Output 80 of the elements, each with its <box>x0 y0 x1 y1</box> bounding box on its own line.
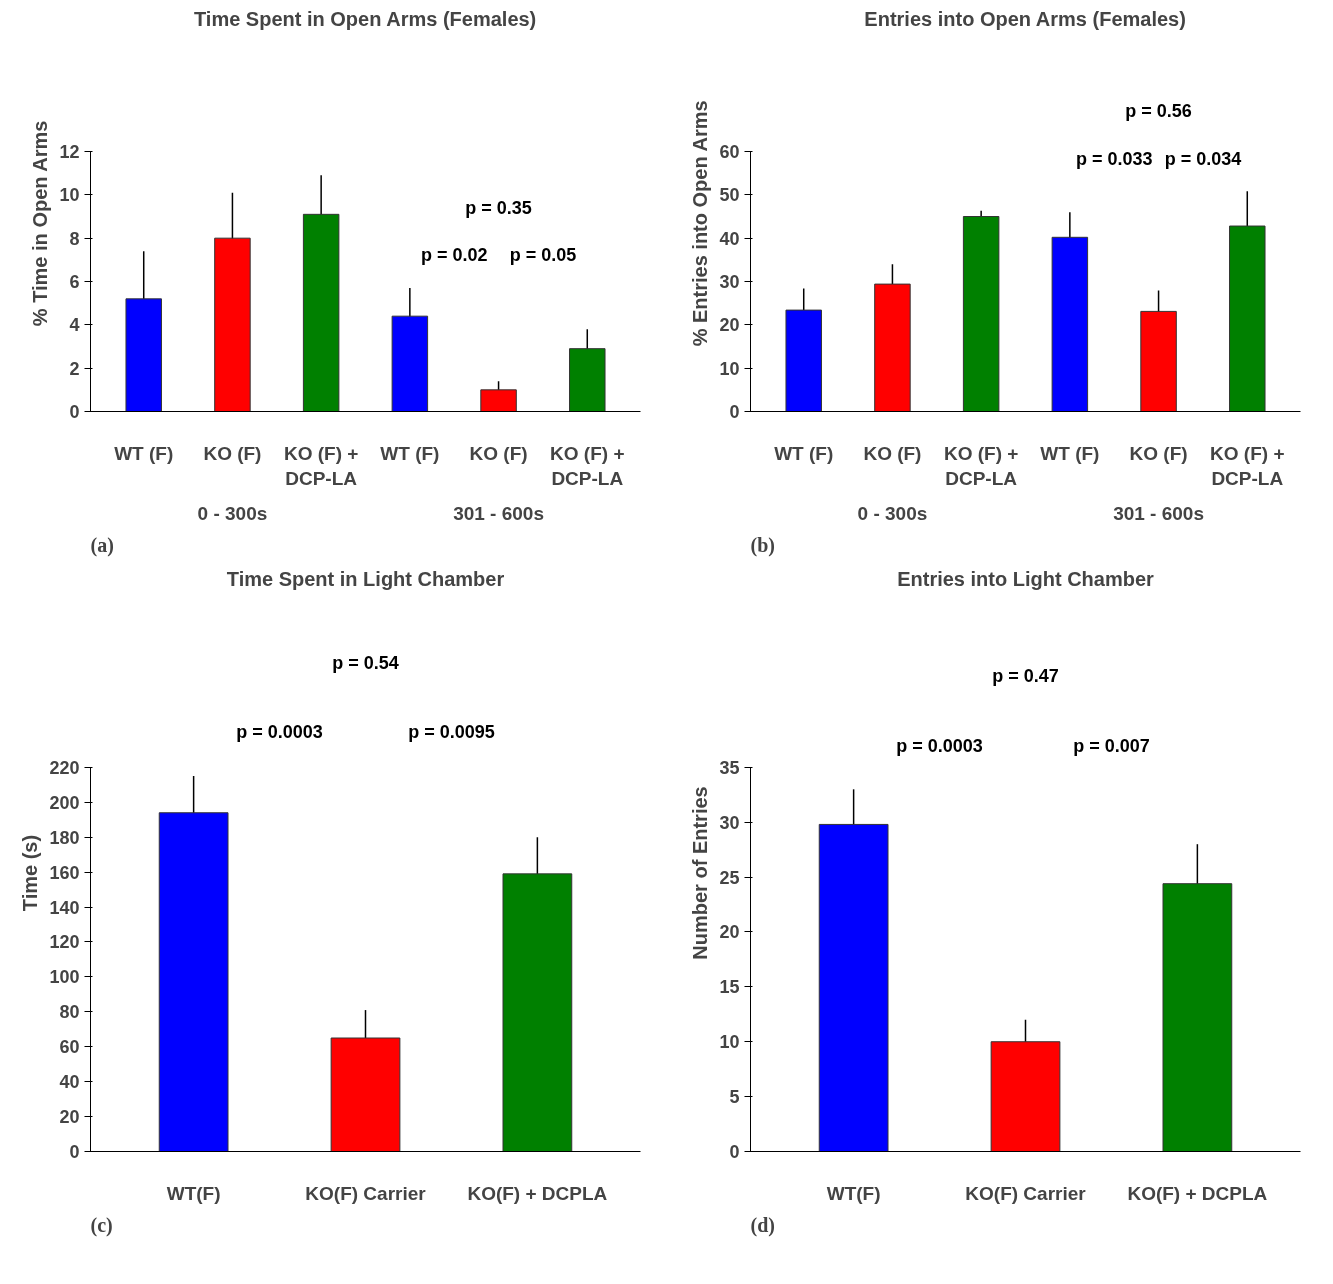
y-tick-label: 0 <box>69 1142 80 1162</box>
text: (b) <box>750 533 775 557</box>
y-tick-label: 0 <box>69 402 80 422</box>
text: 0 - 300s <box>197 502 268 524</box>
y-tick-label: 220 <box>49 757 80 778</box>
text: 0 - 300s <box>857 502 928 524</box>
text: p = 0.0003 <box>236 722 323 743</box>
y-tick-label: 5 <box>729 1087 740 1108</box>
annotation: p = 0.35 <box>465 197 532 218</box>
chart-title: Time Spent in Light Chamber <box>226 567 505 590</box>
text: p = 0.47 <box>992 665 1059 686</box>
x-tick-label: WT (F) <box>774 442 834 464</box>
y-tick-label: 12 <box>59 142 80 162</box>
x-tick-label: WT(F) <box>826 1182 881 1204</box>
text: p = 0.54 <box>332 652 399 673</box>
x-tick-label: KO(F) + DCPLA <box>467 1182 608 1204</box>
x-tick-label: WT (F) <box>380 442 440 464</box>
y-tick-label: 20 <box>719 315 740 336</box>
text: p = 0.0095 <box>408 722 495 743</box>
y-tick-label: 25 <box>719 867 740 888</box>
y-tick-label: 0 <box>729 402 740 422</box>
x-tick-label: KO(F) Carrier <box>965 1182 1087 1204</box>
y-tick-label: 15 <box>719 977 740 998</box>
y-tick-label: 80 <box>59 1002 80 1023</box>
y-axis-title: % Entries into Open Arms <box>689 100 712 347</box>
annotation: p = 0.02 <box>420 245 488 266</box>
text: 301 - 600s <box>1113 502 1204 524</box>
y-axis-title: Time (s) <box>19 834 42 912</box>
chart-title: Entries into Open Arms (Females) <box>864 7 1186 30</box>
y-tick-label: 35 <box>719 757 740 778</box>
x-tick-label: KO(F) + DCPLA <box>1127 1182 1268 1204</box>
text: (a) <box>90 533 114 557</box>
x-tick-label: KO (F) <box>203 442 262 464</box>
chart-title: Time Spent in Open Arms (Females) <box>193 7 537 30</box>
y-axis-title: % Time in Open Arms <box>29 120 52 327</box>
x-tick-label: WT (F) <box>1040 442 1100 464</box>
y-tick-label: 20 <box>719 922 740 943</box>
text: p = 0.56 <box>1125 101 1192 122</box>
y-tick-label: 0 <box>729 1142 740 1162</box>
y-tick-label: 10 <box>59 185 80 206</box>
annotation: p = 0.034 <box>1164 148 1242 169</box>
x-tick-label: KO (F) <box>469 442 528 464</box>
y-tick-label: 50 <box>719 185 740 206</box>
y-tick-label: 160 <box>49 862 80 883</box>
text: p = 0.007 <box>1073 735 1150 756</box>
x-tick-label: KO (F) <box>1129 442 1188 464</box>
x-tick-label: WT (F) <box>114 442 174 464</box>
x-tick-label: KO (F) + DCP-LA <box>1210 442 1285 489</box>
y-tick-label: 60 <box>59 1037 80 1058</box>
x-tick-label: KO (F) <box>863 442 922 464</box>
y-tick-label: 140 <box>49 897 80 918</box>
y-tick-label: 120 <box>49 932 80 953</box>
y-tick-label: 6 <box>69 272 80 292</box>
y-tick-label: 30 <box>719 812 740 833</box>
text: 301 - 600s <box>453 502 544 524</box>
y-tick-label: 60 <box>719 142 740 162</box>
annotation: p = 0.05 <box>509 245 577 266</box>
y-tick-label: 10 <box>719 358 740 379</box>
y-tick-label: 30 <box>719 272 740 292</box>
y-tick-label: 8 <box>69 228 80 249</box>
y-tick-label: 180 <box>49 827 80 848</box>
y-tick-label: 40 <box>719 228 740 249</box>
chart-title: Entries into Light Chamber <box>897 567 1155 590</box>
y-tick-label: 4 <box>69 315 80 336</box>
y-tick-label: 2 <box>69 358 80 379</box>
y-axis-title: Number of Entries <box>689 786 712 960</box>
y-tick-label: 20 <box>59 1107 80 1128</box>
text: (d) <box>750 1213 775 1237</box>
annotation: p = 0.033 <box>1075 148 1153 169</box>
y-tick-label: 100 <box>49 967 80 988</box>
x-tick-label: KO(F) Carrier <box>305 1182 427 1204</box>
text: (c) <box>90 1213 113 1237</box>
x-tick-label: KO (F) + DCP-LA <box>283 442 359 489</box>
text: p = 0.0003 <box>896 735 983 756</box>
y-tick-label: 40 <box>59 1072 80 1093</box>
y-tick-label: 10 <box>719 1032 740 1053</box>
y-tick-label: 200 <box>49 792 80 813</box>
x-tick-label: KO (F) + DCP-LA <box>943 442 1019 489</box>
x-tick-label: KO (F) + DCP-LA <box>550 442 625 489</box>
x-tick-label: WT(F) <box>166 1182 221 1204</box>
